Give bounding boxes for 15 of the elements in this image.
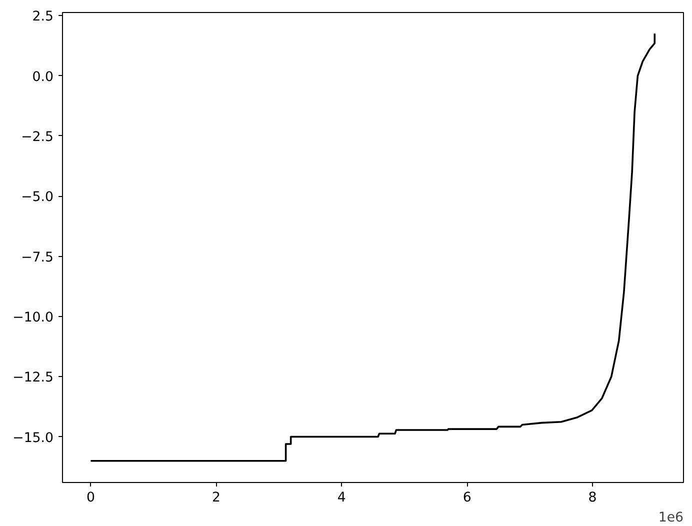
text: 1e6 xyxy=(658,510,684,526)
x-tick-label: 6 xyxy=(462,490,472,506)
line-series xyxy=(90,32,656,462)
y-tick-label: −15.0 xyxy=(12,430,54,446)
y-tick-label: −5.0 xyxy=(21,190,54,206)
x-tick-label: 2 xyxy=(212,490,220,506)
x-tick-label: 8 xyxy=(588,490,597,506)
y-tick-label: 2.5 xyxy=(32,10,54,25)
y-tick-label: −12.5 xyxy=(12,370,54,386)
y-tick-label: −7.5 xyxy=(21,250,54,266)
y-tick-label: −2.5 xyxy=(21,130,54,145)
y-tick-label: −10.0 xyxy=(12,310,54,326)
y-tick-label: 0.0 xyxy=(32,70,54,85)
x-tick-label: 0 xyxy=(86,490,95,506)
x-tick-label: 4 xyxy=(337,490,346,506)
